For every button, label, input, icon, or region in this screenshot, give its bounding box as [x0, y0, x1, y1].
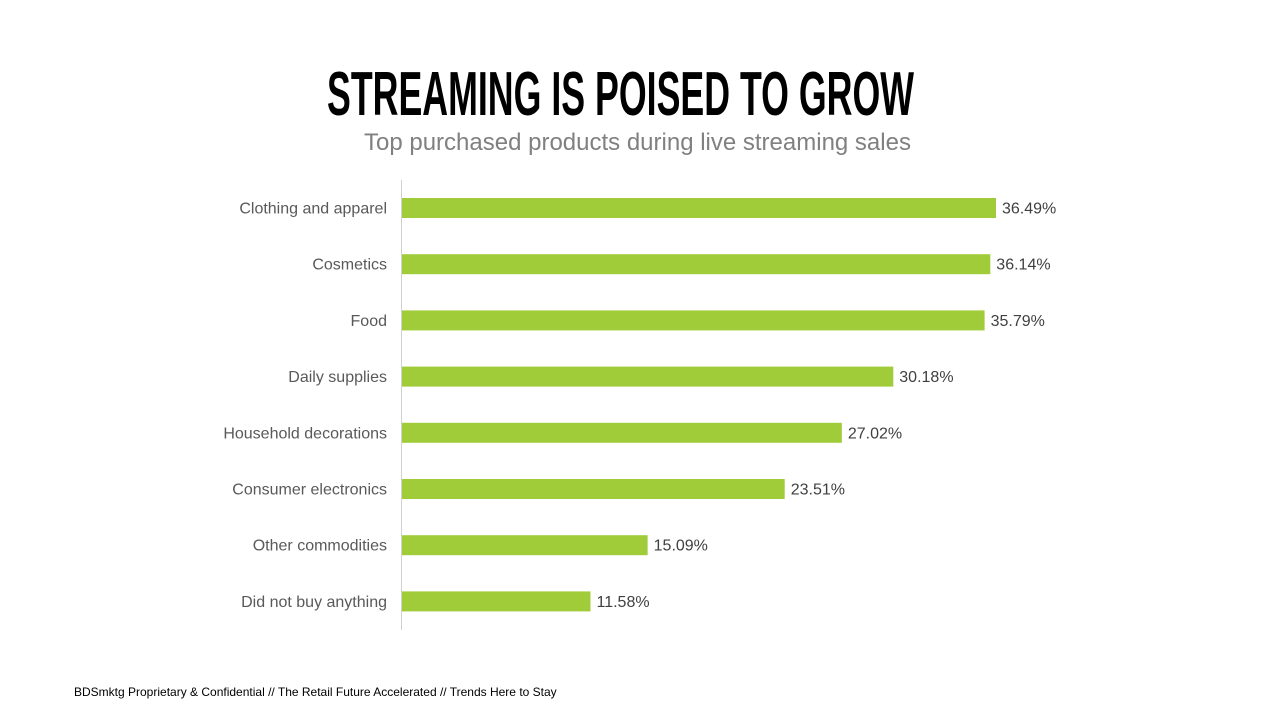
- data-label: 15.09%: [654, 538, 708, 555]
- bars-group: Clothing and apparel 36.49% Cosmetics 36.14…: [223, 198, 1056, 612]
- category-label: Household decorations: [223, 425, 387, 442]
- data-label: 30.18%: [899, 369, 953, 386]
- page-title: STREAMING IS POISED TO GROW: [327, 60, 914, 129]
- category-label: Consumer electronics: [232, 482, 387, 499]
- data-label: 27.02%: [848, 425, 902, 442]
- bar-7: [402, 591, 591, 612]
- data-label: 11.58%: [597, 594, 650, 611]
- bar-3: [402, 366, 894, 387]
- subtitle: Top purchased products during live strea…: [364, 129, 911, 156]
- bar-2: [402, 310, 985, 331]
- bar-0: [402, 198, 996, 218]
- subtitle-wrap: Top purchased products during live strea…: [364, 129, 911, 157]
- title-container: STREAMING IS POISED TO GROW: [327, 60, 914, 129]
- category-label: Other commodities: [253, 538, 387, 555]
- bar-6: [402, 535, 648, 556]
- data-label: 36.14%: [996, 257, 1050, 274]
- category-label: Cosmetics: [312, 257, 387, 274]
- category-label: Did not buy anything: [241, 594, 387, 611]
- bar-5: [402, 479, 785, 499]
- bar-4: [402, 422, 842, 443]
- data-label: 23.51%: [791, 482, 845, 499]
- footer-text: BDSmktg Proprietary & Confidential // Th…: [74, 685, 557, 699]
- bar-chart: Clothing and apparel 36.49% Cosmetics 36.14…: [223, 180, 1056, 630]
- category-label: Food: [351, 313, 387, 330]
- data-label: 36.49%: [1002, 201, 1056, 218]
- category-label: Daily supplies: [288, 369, 387, 386]
- category-label: Clothing and apparel: [239, 201, 387, 218]
- bar-1: [402, 254, 991, 275]
- data-label: 35.79%: [991, 313, 1045, 330]
